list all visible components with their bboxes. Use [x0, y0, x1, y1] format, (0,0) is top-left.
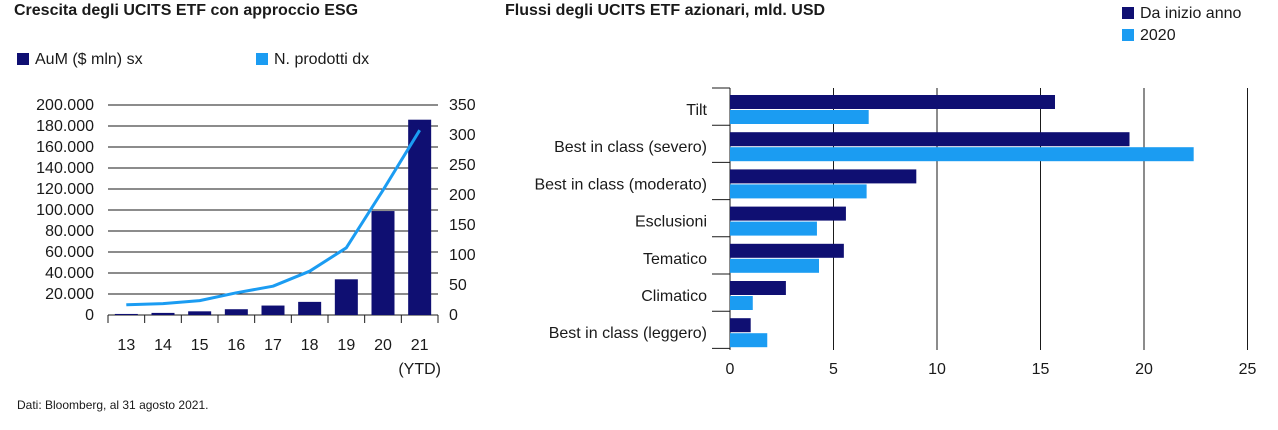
left-category-label: 20	[374, 337, 392, 354]
left-axis-tick-label: 160.000	[36, 139, 94, 156]
legend-aum-label: AuM ($ mln) sx	[35, 51, 143, 68]
ytd-bar	[730, 132, 1130, 147]
aum-bar	[408, 119, 432, 315]
footnote: Dati: Bloomberg, al 31 agosto 2021.	[17, 398, 209, 412]
right-axis-tick-label: 200	[449, 187, 476, 204]
legend-ytd: Da inizio anno	[1122, 5, 1241, 23]
right-category-label: Best in class (moderato)	[534, 176, 707, 193]
right-x-tick-label: 25	[1239, 361, 1257, 378]
right-axis-tick-label: 350	[449, 97, 476, 114]
right-category-label: Esclusioni	[635, 214, 707, 231]
aum-bar	[371, 211, 395, 315]
left-category-label: 13	[117, 337, 135, 354]
left-category-label: 21	[411, 337, 429, 354]
left-axis-tick-label: 20.000	[45, 286, 94, 303]
right-x-tick-label: 20	[1135, 361, 1153, 378]
left-chart: 0 20.000 40.000 60.000 80.000 100.000 120.000 1…	[36, 97, 476, 378]
legend-products-label: N. prodotti dx	[274, 51, 370, 68]
right-axis-tick-label: 100	[449, 247, 476, 264]
bar-2020	[730, 147, 1194, 162]
bar-2020	[730, 258, 820, 273]
ytd-bar	[730, 95, 1055, 109]
right-category-label: Climatico	[641, 288, 707, 305]
aum-bar	[261, 305, 285, 315]
right-axis-tick-label: 300	[449, 127, 476, 144]
bar-2020	[730, 221, 817, 236]
legend-products-swatch	[256, 53, 268, 65]
aum-bar	[224, 309, 248, 315]
ytd-bar	[730, 243, 844, 258]
left-axis-tick-label: 180.000	[36, 118, 94, 135]
bar-2020	[730, 110, 869, 124]
legend-ytd-swatch	[1122, 7, 1134, 19]
aum-bar	[114, 313, 138, 315]
left-axis-tick-label: 140.000	[36, 160, 94, 177]
right-axis-tick-label: 0	[449, 307, 458, 324]
aum-bar	[188, 311, 212, 315]
left-axis-tick-label: 200.000	[36, 97, 94, 114]
legend-2020-swatch	[1122, 29, 1134, 41]
aum-bar	[298, 301, 322, 315]
left-category-label: 16	[227, 337, 245, 354]
right-chart: 0 5 10 15 20 25 Tilt Best in class (severo) Best…	[534, 87, 1257, 378]
left-axis-tick-label: 60.000	[45, 244, 94, 261]
left-category-sublabel: (YTD)	[398, 361, 441, 378]
bar-2020	[730, 296, 753, 310]
bar-2020	[730, 184, 867, 199]
right-axis-tick-label: 150	[449, 217, 476, 234]
left-category-label: 18	[301, 337, 319, 354]
right-x-tick-label: 15	[1032, 361, 1050, 378]
left-category-label: 14	[154, 337, 172, 354]
ytd-bar	[730, 206, 846, 221]
left-category-label: 19	[337, 337, 355, 354]
left-category-label: 15	[191, 337, 209, 354]
left-chart-title: Crescita degli UCITS ETF con approccio E…	[14, 2, 359, 19]
right-axis-tick-label: 250	[449, 157, 476, 174]
left-axis-tick-label: 120.000	[36, 181, 94, 198]
legend-aum-swatch	[17, 53, 29, 65]
legend-ytd-label: Da inizio anno	[1140, 5, 1242, 22]
right-category-label: Best in class (leggero)	[549, 325, 707, 342]
ytd-bar	[730, 169, 917, 184]
right-x-tick-label: 5	[829, 361, 838, 378]
right-category-label: Best in class (severo)	[554, 139, 707, 156]
right-x-tick-label: 0	[726, 361, 735, 378]
right-chart-title: Flussi degli UCITS ETF azionari, mld. US…	[505, 2, 826, 19]
right-category-label: Tilt	[686, 102, 707, 119]
right-category-label: Tematico	[643, 251, 707, 268]
aum-bar	[334, 279, 358, 315]
aum-bar	[151, 312, 175, 315]
left-axis-tick-label: 80.000	[45, 223, 94, 240]
right-axis-tick-label: 50	[449, 277, 467, 294]
left-axis-tick-label: 0	[85, 307, 94, 324]
bar-2020	[730, 333, 768, 348]
legend-products: N. prodotti dx	[256, 51, 369, 69]
ytd-bar	[730, 281, 786, 295]
right-x-tick-label: 10	[928, 361, 946, 378]
ytd-bar	[730, 318, 751, 333]
left-category-label: 17	[264, 337, 282, 354]
legend-2020: 2020	[1122, 27, 1176, 45]
legend-aum: AuM ($ mln) sx	[17, 51, 143, 69]
left-axis-tick-label: 40.000	[45, 265, 94, 282]
legend-2020-label: 2020	[1140, 27, 1176, 44]
left-axis-tick-label: 100.000	[36, 202, 94, 219]
